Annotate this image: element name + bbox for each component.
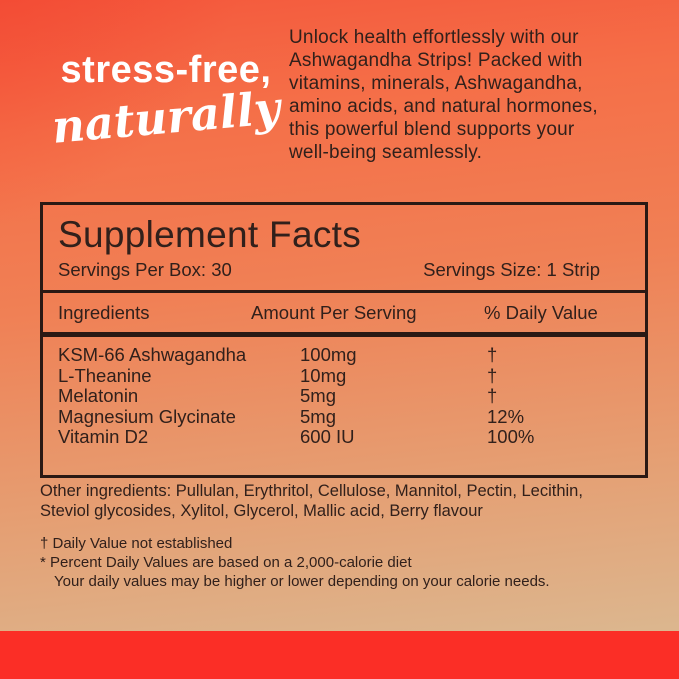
footnote-continuation: Your daily values may be higher or lower…	[54, 573, 550, 590]
headline-script-text: naturally	[49, 81, 283, 154]
supplement-facts-title: Supplement Facts	[58, 214, 362, 255]
ingredient-daily-value: †	[487, 344, 498, 365]
ingredient-name: L-Theanine	[58, 364, 152, 386]
col-ingredients: Ingredients	[58, 302, 150, 323]
divider-line-thick	[43, 332, 645, 337]
ingredient-daily-value: †	[487, 385, 498, 406]
ingredient-amount: 10mg	[300, 364, 347, 386]
bottom-red-bar	[0, 631, 679, 679]
ingredient-name: Vitamin D2	[58, 426, 149, 447]
col-amount-per-serving: Amount Per Serving	[251, 302, 417, 323]
other-ingredients-text: Other ingredients: Pullulan, Erythritol,…	[40, 482, 583, 520]
facts-row: Melatonin 5mg †	[58, 385, 645, 407]
servings-per-box: Servings Per Box: 30	[58, 259, 232, 280]
footnote-dagger: † Daily Value not established	[40, 535, 233, 552]
facts-rows: KSM-66 Ashwagandha 100mg † L-Theanine 10…	[43, 337, 645, 448]
ingredient-amount: 5mg	[300, 405, 336, 427]
supplement-facts-box: Supplement Facts Servings Per Box: 30 Se…	[40, 202, 648, 478]
col-daily-value: % Daily Value	[484, 302, 598, 323]
servings-row: Servings Per Box: 30 Servings Size: 1 St…	[43, 256, 645, 290]
ingredient-name: Magnesium Glycinate	[58, 405, 236, 427]
footnotes-block: † Daily Value not established * Percent …	[40, 534, 640, 591]
ingredient-amount: 100mg	[300, 344, 357, 365]
facts-row: Magnesium Glycinate 5mg 12%	[58, 405, 645, 428]
ingredient-amount: 5mg	[300, 385, 336, 406]
facts-header-row: Ingredients Amount Per Serving % Daily V…	[43, 293, 645, 332]
ingredient-name: Melatonin	[58, 385, 139, 406]
facts-row: L-Theanine 10mg †	[58, 364, 645, 387]
serving-size: Servings Size: 1 Strip	[423, 259, 600, 280]
ingredient-daily-value: 100%	[487, 426, 535, 447]
headline-text: stress-free,	[60, 49, 272, 91]
product-description: Unlock health effortlessly with our Ashw…	[289, 27, 598, 163]
footnote-asterisk: * Percent Daily Values are based on a 2,…	[40, 554, 412, 571]
facts-row: Vitamin D2 600 IU 100%	[58, 426, 645, 448]
hero-headline-block: stress-free, naturally	[40, 49, 292, 154]
ingredient-daily-value: 12%	[487, 405, 525, 427]
ingredient-name: KSM-66 Ashwagandha	[58, 344, 247, 365]
divider-line	[43, 290, 645, 293]
ingredient-daily-value: †	[487, 364, 498, 386]
facts-row: KSM-66 Ashwagandha 100mg †	[58, 344, 645, 366]
ingredient-amount: 600 IU	[300, 426, 355, 447]
